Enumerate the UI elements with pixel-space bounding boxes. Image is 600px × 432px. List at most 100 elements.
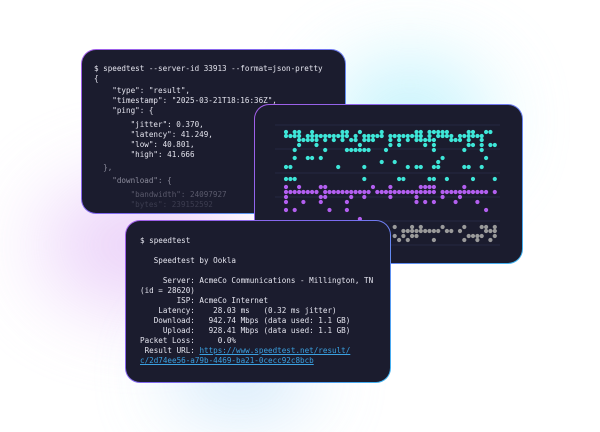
upper-dot <box>310 133 315 139</box>
upper-dot <box>397 176 402 182</box>
json-line: "jitter": 0.370, <box>94 120 204 129</box>
lower-dot <box>401 233 406 239</box>
upper-dot <box>414 137 419 143</box>
json-command: $ speedtest --server-id 33913 --format=j… <box>94 64 323 73</box>
json-line: "bytes": 239152592 <box>94 200 213 209</box>
upper-dot <box>388 133 393 139</box>
middle-dot <box>484 207 489 213</box>
upper-dot <box>323 147 328 153</box>
upper-dot <box>462 147 467 153</box>
upper-dot <box>323 133 328 139</box>
upper-dot <box>397 142 402 148</box>
result-url-link-continued[interactable]: c/2d74ee56-a79b-4469-ba21-0cecc92c8bcb <box>140 356 314 365</box>
upper-dot <box>479 164 484 170</box>
upper-dot <box>427 176 432 182</box>
middle-dot <box>423 189 428 195</box>
upper-dot <box>479 137 484 143</box>
lower-dot <box>479 224 484 230</box>
upper-dot <box>292 133 297 139</box>
upper-dot <box>314 142 319 148</box>
upper-dot <box>440 155 445 161</box>
upper-dot <box>331 137 336 143</box>
lower-dot <box>401 228 406 234</box>
upper-dot <box>457 137 463 143</box>
middle-dot <box>323 194 328 200</box>
upper-dot <box>470 176 476 182</box>
middle-dot <box>318 199 323 205</box>
json-line: "ping": { <box>94 106 154 115</box>
upper-dot <box>292 147 297 153</box>
middle-dot <box>470 189 476 195</box>
lower-dot <box>418 228 423 234</box>
middle-dot <box>453 189 458 195</box>
upper-dot <box>431 137 436 143</box>
upper-dot <box>462 133 467 139</box>
upper-dot <box>405 133 410 139</box>
middle-dot <box>323 189 328 195</box>
upper-dot <box>288 133 293 139</box>
result-url-link[interactable]: https://www.speedtest.net/result/ <box>199 346 351 355</box>
middle-dot <box>462 184 467 190</box>
middle-dot <box>410 189 415 195</box>
upper-dot <box>418 137 423 143</box>
upper-dot <box>336 164 341 170</box>
lower-dot <box>492 228 497 234</box>
lower-dot <box>470 233 476 239</box>
json-line: "timestamp": "2025-03-21T18:16:36Z", <box>94 96 277 105</box>
middle-dot <box>440 189 445 195</box>
upper-dot <box>436 159 441 165</box>
middle-dot <box>418 184 423 190</box>
json-line: "latency": 41.249, <box>94 130 213 139</box>
middle-dot <box>310 189 315 195</box>
upper-dot <box>431 147 436 153</box>
upper-dot <box>305 137 310 143</box>
middle-dot <box>375 189 380 195</box>
upper-dot <box>462 164 467 170</box>
upper-dot <box>314 133 319 139</box>
upper-dot <box>349 147 354 153</box>
middle-dot <box>331 189 336 195</box>
lower-dot <box>462 237 467 243</box>
middle-dot <box>318 184 323 190</box>
upper-dot <box>336 133 341 139</box>
lower-dot <box>484 224 489 230</box>
upper-dot <box>405 164 410 170</box>
middle-dot <box>283 189 289 195</box>
json-line: "low": 40.801, <box>94 140 195 149</box>
middle-dot <box>431 189 436 195</box>
middle-dot <box>423 184 428 190</box>
middle-dot <box>379 189 384 195</box>
lower-dot <box>462 224 467 230</box>
json-line: "download": { <box>94 176 172 185</box>
upper-dot <box>297 137 302 143</box>
lower-dot <box>449 228 454 234</box>
upper-dot <box>297 133 302 139</box>
lower-dot <box>479 233 484 239</box>
upper-dot <box>466 129 471 135</box>
middle-dot <box>440 194 445 200</box>
middle-dot <box>414 189 419 195</box>
upper-dot <box>431 142 436 148</box>
upper-dot <box>488 142 493 148</box>
upper-dot <box>362 176 367 182</box>
upper-dot <box>431 129 436 135</box>
middle-dot <box>318 194 323 200</box>
upper-dot <box>414 129 419 135</box>
middle-dot <box>427 184 432 190</box>
upper-dot <box>314 137 319 143</box>
upper-dot <box>288 164 293 170</box>
upper-dot <box>466 142 471 148</box>
middle-dot <box>301 189 306 195</box>
lower-dot <box>405 237 410 243</box>
upper-dot <box>283 164 289 170</box>
upper-dot <box>379 133 384 139</box>
middle-dot <box>349 189 354 195</box>
cli-server-id: (id = 28620) <box>140 286 195 295</box>
upper-dot <box>362 147 367 153</box>
upper-dot <box>418 164 423 170</box>
lower-dot <box>405 228 410 234</box>
upper-dot <box>353 147 358 153</box>
lower-dot <box>431 237 436 243</box>
middle-dot <box>431 199 436 205</box>
middle-dot <box>401 189 406 195</box>
